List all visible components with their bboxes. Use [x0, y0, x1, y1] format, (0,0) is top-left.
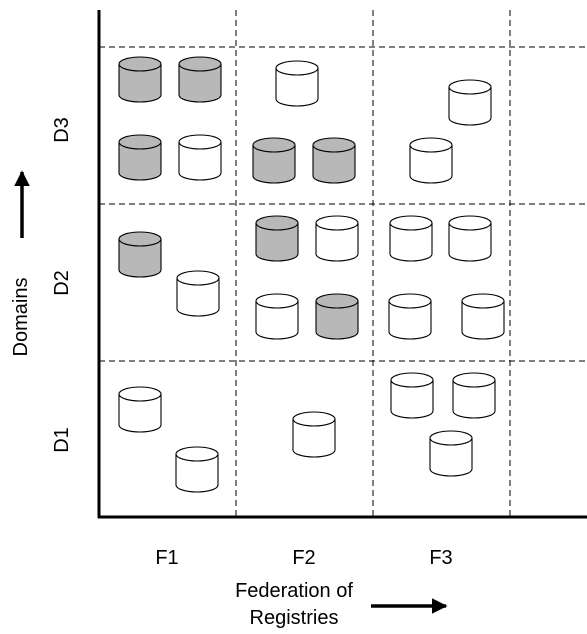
- filled-registry-cylinder: [312, 137, 356, 184]
- column-label-f2: F2: [292, 547, 315, 569]
- empty-registry-cylinder: [429, 430, 473, 477]
- empty-registry-cylinder: [178, 134, 222, 181]
- row-label-d3: D3: [51, 117, 73, 143]
- empty-registry-cylinder: [448, 215, 492, 262]
- empty-registry-cylinder: [452, 372, 496, 419]
- column-label-f1: F1: [155, 547, 178, 569]
- filled-registry-cylinder: [118, 231, 162, 278]
- empty-registry-cylinder: [255, 293, 299, 340]
- y-axis-title: Domains: [10, 278, 32, 357]
- filled-registry-cylinder: [315, 293, 359, 340]
- empty-registry-cylinder: [275, 60, 319, 107]
- filled-registry-cylinder: [118, 56, 162, 103]
- column-label-f3: F3: [429, 547, 452, 569]
- empty-registry-cylinder: [118, 386, 162, 433]
- x-axis-title-line1: Federation of: [235, 580, 353, 602]
- registry-cylinders: [118, 56, 505, 493]
- empty-registry-cylinder: [175, 446, 219, 493]
- row-label-d1: D1: [51, 427, 73, 453]
- filled-registry-cylinder: [255, 215, 299, 262]
- x-axis-title-line2: Registries: [250, 607, 339, 629]
- filled-registry-cylinder: [178, 56, 222, 103]
- empty-registry-cylinder: [409, 137, 453, 184]
- empty-registry-cylinder: [448, 79, 492, 126]
- empty-registry-cylinder: [292, 411, 336, 458]
- filled-registry-cylinder: [118, 134, 162, 181]
- filled-registry-cylinder: [252, 137, 296, 184]
- empty-registry-cylinder: [315, 215, 359, 262]
- empty-registry-cylinder: [388, 293, 432, 340]
- row-label-d2: D2: [51, 270, 73, 296]
- empty-registry-cylinder: [461, 293, 505, 340]
- empty-registry-cylinder: [176, 270, 220, 317]
- empty-registry-cylinder: [389, 215, 433, 262]
- grid-lines: [99, 10, 587, 517]
- empty-registry-cylinder: [390, 372, 434, 419]
